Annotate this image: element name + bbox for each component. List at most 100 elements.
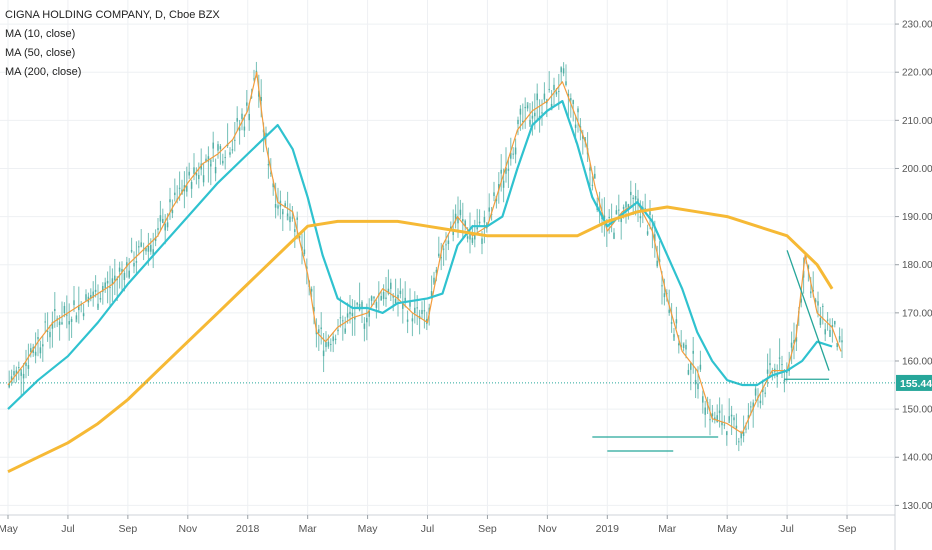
candle-body	[759, 400, 762, 404]
candle-body	[531, 115, 534, 119]
candle-body	[505, 167, 507, 174]
candle-body	[615, 210, 618, 215]
candle-body	[438, 253, 440, 257]
candle-body	[562, 68, 565, 74]
candle-body	[351, 312, 354, 316]
candle-body	[675, 319, 678, 324]
candle-body	[738, 441, 740, 443]
candle-body	[138, 246, 140, 248]
candle-body	[654, 234, 656, 242]
candle-body	[310, 288, 313, 292]
x-tick-label: May	[717, 523, 738, 535]
candle-body	[111, 278, 114, 285]
candle-body	[567, 93, 570, 98]
candle-body	[543, 93, 546, 100]
candle-body	[243, 126, 246, 131]
candle-body	[49, 331, 51, 338]
candle-body	[70, 319, 73, 322]
candle-body	[500, 169, 502, 174]
candle-body	[661, 285, 663, 287]
candle-body	[63, 305, 66, 314]
candle-body	[241, 113, 243, 119]
candle-body	[51, 321, 54, 329]
trendline	[786, 250, 830, 371]
candle-body	[296, 217, 298, 220]
candle-body	[613, 232, 615, 240]
x-tick-label: 2019	[596, 523, 620, 535]
candle-body	[214, 166, 217, 174]
candle-body	[603, 215, 606, 220]
candle-body	[363, 323, 366, 329]
candle-body	[819, 317, 822, 325]
candle-body	[207, 156, 210, 162]
candle-body	[195, 172, 198, 176]
candle-body	[471, 237, 474, 243]
candle-body	[404, 297, 406, 302]
candle-body	[702, 396, 704, 403]
candle-body	[690, 363, 692, 370]
candle-body	[704, 407, 706, 415]
candle-body	[548, 88, 550, 90]
candle-body	[387, 288, 390, 294]
candle-body	[265, 132, 267, 137]
candle-body	[224, 157, 226, 159]
candle-body	[78, 304, 80, 311]
candle-body	[140, 242, 142, 248]
candle-body	[452, 230, 454, 236]
x-tick-label: May	[358, 523, 379, 535]
candle-body	[812, 289, 814, 292]
legend-ma10: MA (10, close)	[5, 28, 76, 40]
candle-body	[406, 319, 409, 322]
candle-body	[402, 302, 404, 309]
x-tick-label: Mar	[299, 523, 318, 535]
candle-body	[390, 282, 392, 289]
candle-body	[231, 149, 234, 151]
candle-body	[752, 402, 754, 410]
candle-body	[123, 272, 126, 280]
candle-body	[733, 417, 735, 421]
ma10-line	[7, 71, 842, 434]
candle-body	[591, 184, 594, 186]
candle-body	[800, 298, 802, 303]
candle-body	[622, 206, 625, 209]
candle-body	[474, 234, 476, 240]
candle-body	[423, 310, 426, 312]
candle-body	[517, 119, 519, 125]
candle-body	[627, 204, 630, 209]
ma50-line	[7, 100, 833, 410]
candle-body	[625, 201, 627, 208]
candle-body	[394, 298, 397, 304]
candle-body	[553, 84, 555, 90]
candle-body	[730, 414, 733, 417]
x-tick-label: Mar	[658, 523, 677, 535]
candle-body	[368, 310, 370, 317]
candle-body	[632, 197, 634, 199]
candle-body	[558, 90, 560, 92]
y-tick-label: 200.00	[902, 164, 932, 175]
x-tick-label: Nov	[178, 523, 197, 535]
candle-body	[678, 343, 680, 346]
candle-body	[534, 112, 536, 117]
candle-body	[692, 350, 694, 354]
candle-body	[841, 340, 843, 343]
candle-body	[339, 317, 342, 319]
candle-body	[831, 325, 834, 328]
candle-body	[126, 262, 128, 268]
candle-body	[334, 338, 337, 341]
candle-body	[766, 369, 769, 374]
candle-body	[762, 387, 764, 393]
candle-body	[656, 260, 658, 267]
candle-body	[344, 328, 346, 334]
candle-body	[589, 167, 591, 171]
candle-body	[817, 301, 819, 306]
candle-body	[380, 295, 382, 301]
candle-body	[320, 327, 322, 329]
candle-body	[174, 192, 176, 196]
candle-body	[306, 266, 308, 269]
candle-body	[481, 238, 483, 244]
candle-body	[92, 291, 94, 298]
y-tick-label: 230.00	[902, 20, 932, 31]
candle-body	[382, 291, 385, 300]
candle-body	[30, 348, 32, 353]
